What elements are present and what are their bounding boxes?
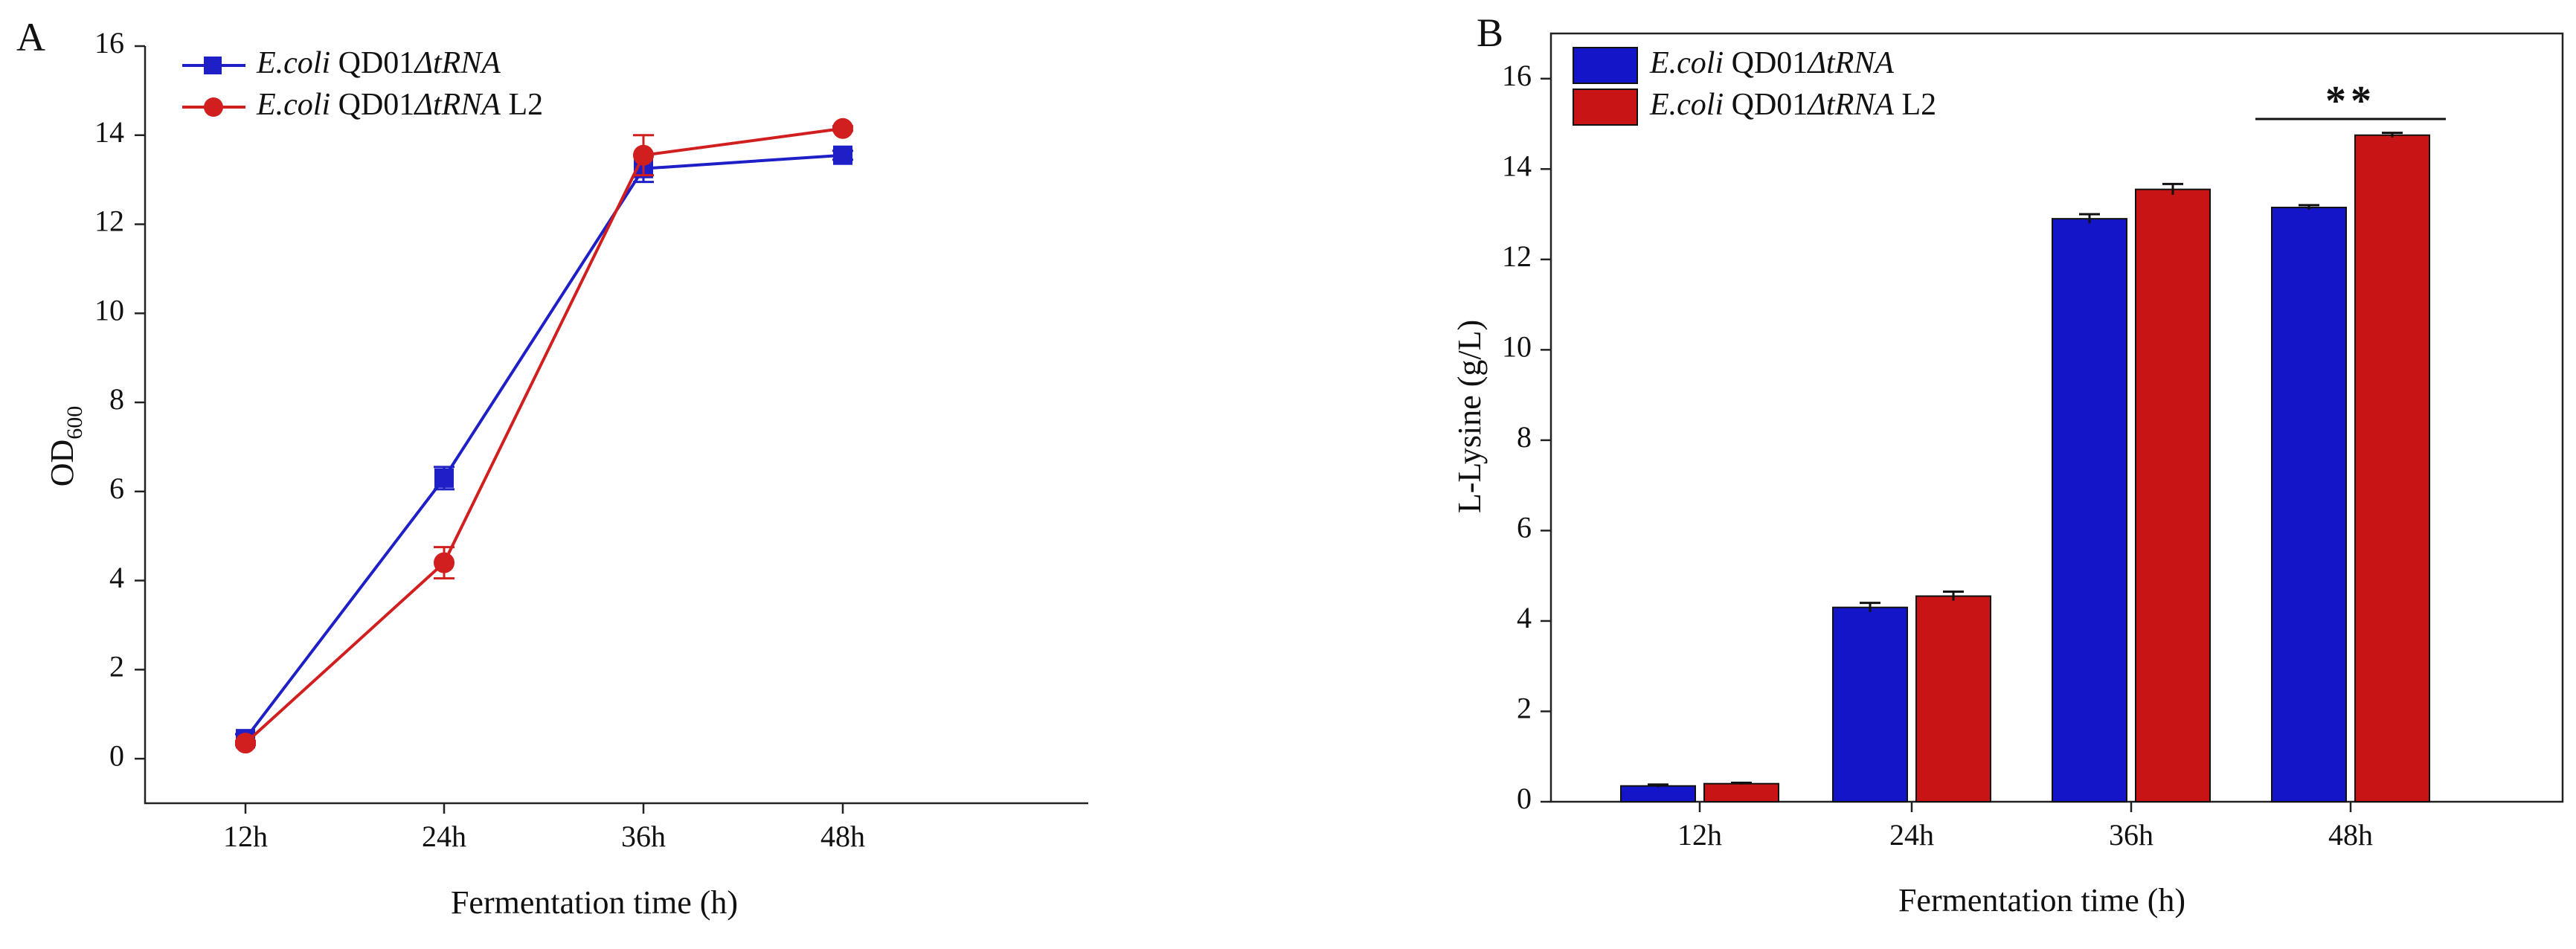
y-axis-title: L-Lysine (g/L): [1451, 320, 1488, 513]
bar: [1915, 595, 1991, 802]
y-tick-label: 0: [1517, 782, 1532, 815]
bar: [2354, 134, 2430, 802]
x-tick-label: 36h: [621, 820, 666, 853]
series-2: E.coli QD01ΔtRNA L2: [1573, 88, 2430, 802]
legend-label: E.coli QD01ΔtRNA L2: [256, 88, 543, 122]
y-tick-label: 10: [1502, 330, 1532, 364]
data-point: [235, 733, 256, 754]
x-tick-label: 12h: [1677, 818, 1722, 852]
y-tick-label: 4: [1517, 601, 1532, 634]
bar: [1832, 606, 1908, 803]
y-tick-label: 14: [1502, 149, 1532, 182]
series-1: E.coli QD01ΔtRNA: [182, 46, 853, 749]
data-point: [434, 468, 454, 488]
bar: [2052, 218, 2127, 802]
y-tick-label: 12: [94, 205, 124, 238]
x-tick-label: 48h: [2328, 818, 2373, 852]
significance-label: **: [2325, 78, 2376, 124]
y-tick-label: 0: [109, 739, 124, 772]
series-line: [244, 153, 844, 740]
x-tick-label: 12h: [223, 820, 268, 853]
y-tick-label: 10: [94, 293, 124, 326]
x-tick-label: 24h: [1889, 818, 1934, 852]
legend-marker: [204, 97, 223, 117]
y-tick-label: 2: [1517, 692, 1532, 725]
legend-swatch: [1573, 89, 1638, 126]
legend-label: E.coli QD01ΔtRNA: [256, 46, 501, 80]
legend-label: E.coli QD01ΔtRNA: [1649, 46, 1894, 80]
y-axis-title: OD600: [44, 406, 87, 487]
data-point: [434, 552, 455, 573]
panel-a-line-chart: A 0 2 4 6 8 10 12 14 16 12h 24h 36h 48h Fermentation t…: [16, 15, 1088, 921]
axes-frame: [144, 46, 1088, 805]
x-axis-title: Fermentation time (h): [451, 884, 738, 921]
panel-label: B: [1477, 10, 1503, 55]
y-tick-label: 8: [109, 382, 124, 416]
legend-label: E.coli QD01ΔtRNA L2: [1649, 88, 1936, 122]
panel-label: A: [16, 15, 45, 59]
x-tick-label: 24h: [422, 820, 466, 853]
y-tick-label: 16: [1502, 59, 1532, 92]
bar: [1620, 785, 1696, 802]
y-tick-label: 6: [109, 472, 124, 505]
y-tick-label: 14: [94, 115, 124, 149]
y-tick-label: 16: [94, 26, 124, 59]
bar: [2135, 188, 2211, 802]
y-tick-label: 2: [109, 650, 124, 683]
legend-swatch: [1573, 47, 1638, 84]
x-tick-label: 36h: [2109, 818, 2153, 852]
y-tick-label: 6: [1517, 511, 1532, 544]
data-point: [832, 118, 853, 139]
y-tick-label: 4: [109, 561, 124, 594]
series-1: E.coli QD01ΔtRNA: [1573, 46, 2347, 803]
series-2: E.coli QD01ΔtRNA L2: [182, 88, 853, 754]
bar: [1703, 782, 1779, 802]
panel-b-bar-chart: B 0 2 4 6 8 10 12 14 16 12h 24h 36h 48h Fermentation t…: [1451, 10, 2564, 919]
x-tick-label: 48h: [820, 820, 865, 853]
y-tick-label: 8: [1517, 420, 1532, 454]
legend-marker: [204, 57, 222, 74]
series-line: [244, 126, 844, 744]
y-tick-label: 12: [1502, 239, 1532, 273]
data-point: [833, 145, 852, 165]
bar: [2271, 206, 2347, 803]
x-axis-title: Fermentation time (h): [1898, 882, 2185, 919]
data-point: [633, 144, 654, 166]
